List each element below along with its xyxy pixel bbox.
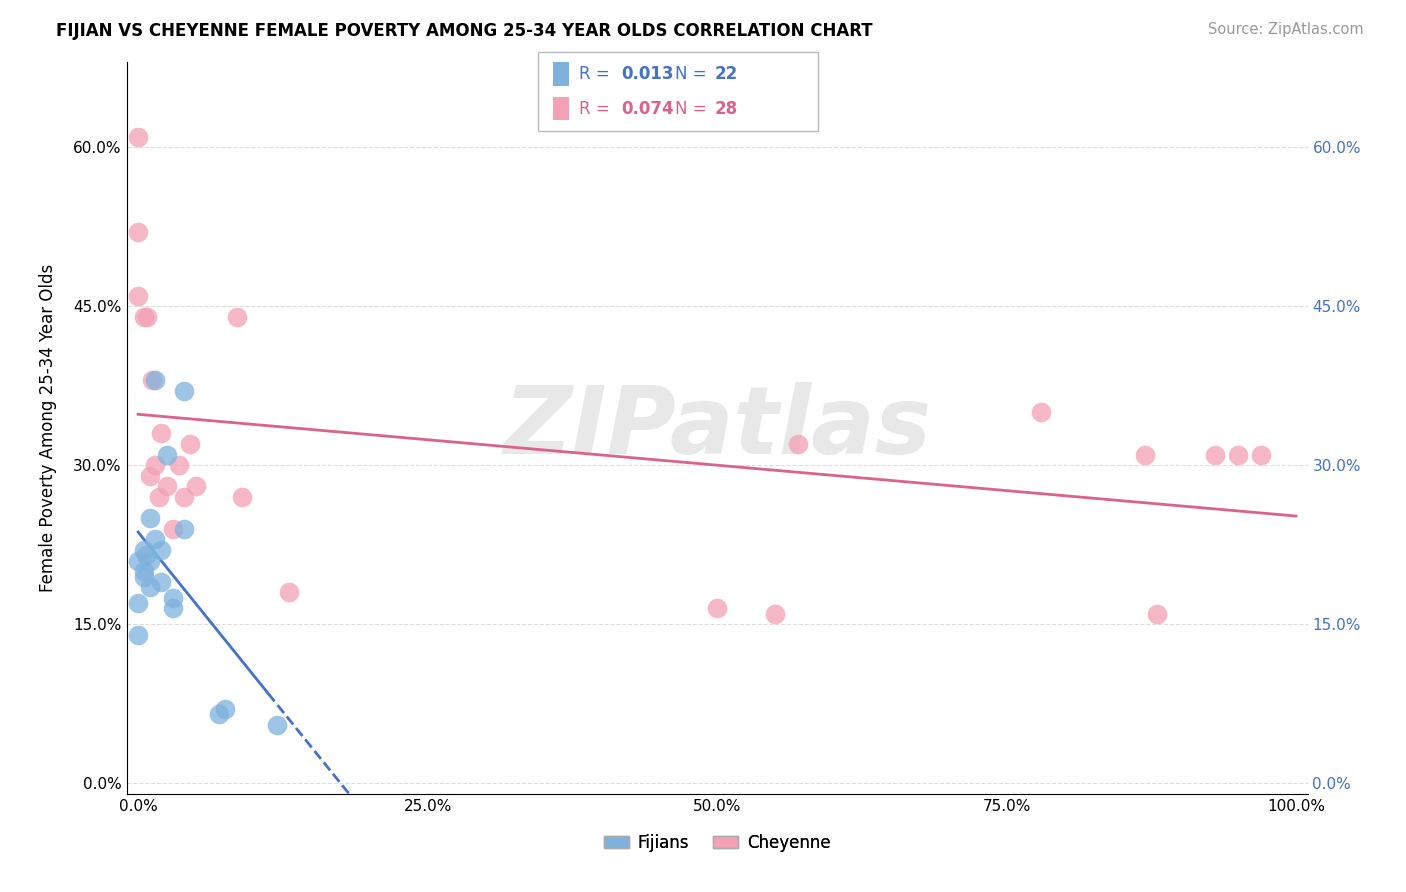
Point bbox=[162, 522, 184, 536]
Point bbox=[1250, 448, 1272, 462]
Point bbox=[132, 569, 155, 583]
Point bbox=[173, 490, 195, 504]
Text: 0.013: 0.013 bbox=[621, 65, 673, 83]
Point bbox=[145, 374, 167, 388]
Point bbox=[145, 458, 167, 473]
Legend: Fijians, Cheyenne: Fijians, Cheyenne bbox=[598, 828, 837, 859]
Point bbox=[167, 458, 190, 473]
Point bbox=[138, 511, 160, 525]
Point bbox=[179, 437, 201, 451]
Point bbox=[132, 564, 155, 578]
Text: FIJIAN VS CHEYENNE FEMALE POVERTY AMONG 25-34 YEAR OLDS CORRELATION CHART: FIJIAN VS CHEYENNE FEMALE POVERTY AMONG … bbox=[56, 22, 873, 40]
Point bbox=[231, 490, 253, 504]
Point bbox=[1031, 405, 1053, 419]
Point bbox=[127, 225, 149, 239]
Point bbox=[763, 607, 786, 621]
Point bbox=[208, 707, 231, 722]
Point bbox=[127, 288, 149, 302]
Point bbox=[150, 426, 173, 441]
Point bbox=[1204, 448, 1226, 462]
Point bbox=[141, 374, 163, 388]
Point bbox=[127, 596, 149, 610]
Point bbox=[148, 490, 170, 504]
Point bbox=[225, 310, 247, 324]
Point bbox=[132, 310, 155, 324]
Point bbox=[156, 479, 179, 493]
Point bbox=[145, 533, 167, 547]
Text: 28: 28 bbox=[714, 100, 737, 118]
Point bbox=[266, 718, 288, 732]
Point bbox=[136, 310, 159, 324]
Text: R =: R = bbox=[579, 100, 616, 118]
Point bbox=[150, 543, 173, 558]
Point bbox=[214, 702, 236, 716]
Point bbox=[132, 543, 155, 558]
Point bbox=[173, 384, 195, 398]
Point bbox=[162, 601, 184, 615]
Point bbox=[1146, 607, 1168, 621]
Text: R =: R = bbox=[579, 65, 616, 83]
Point bbox=[173, 522, 195, 536]
Point bbox=[787, 437, 810, 451]
Point bbox=[138, 554, 160, 568]
Point bbox=[138, 468, 160, 483]
Text: 0.074: 0.074 bbox=[621, 100, 673, 118]
Point bbox=[1135, 448, 1157, 462]
Point bbox=[162, 591, 184, 605]
Text: 22: 22 bbox=[714, 65, 738, 83]
Y-axis label: Female Poverty Among 25-34 Year Olds: Female Poverty Among 25-34 Year Olds bbox=[38, 264, 56, 592]
Point bbox=[127, 628, 149, 642]
Point bbox=[1227, 448, 1250, 462]
Point bbox=[138, 580, 160, 594]
Point bbox=[706, 601, 728, 615]
Point bbox=[184, 479, 207, 493]
Text: Source: ZipAtlas.com: Source: ZipAtlas.com bbox=[1208, 22, 1364, 37]
Text: N =: N = bbox=[675, 100, 711, 118]
Point bbox=[127, 554, 149, 568]
Point bbox=[156, 448, 179, 462]
Point bbox=[127, 129, 149, 144]
Point bbox=[150, 574, 173, 589]
Text: ZIPatlas: ZIPatlas bbox=[503, 382, 931, 475]
Point bbox=[135, 549, 157, 563]
Text: N =: N = bbox=[675, 65, 711, 83]
Point bbox=[277, 585, 299, 599]
